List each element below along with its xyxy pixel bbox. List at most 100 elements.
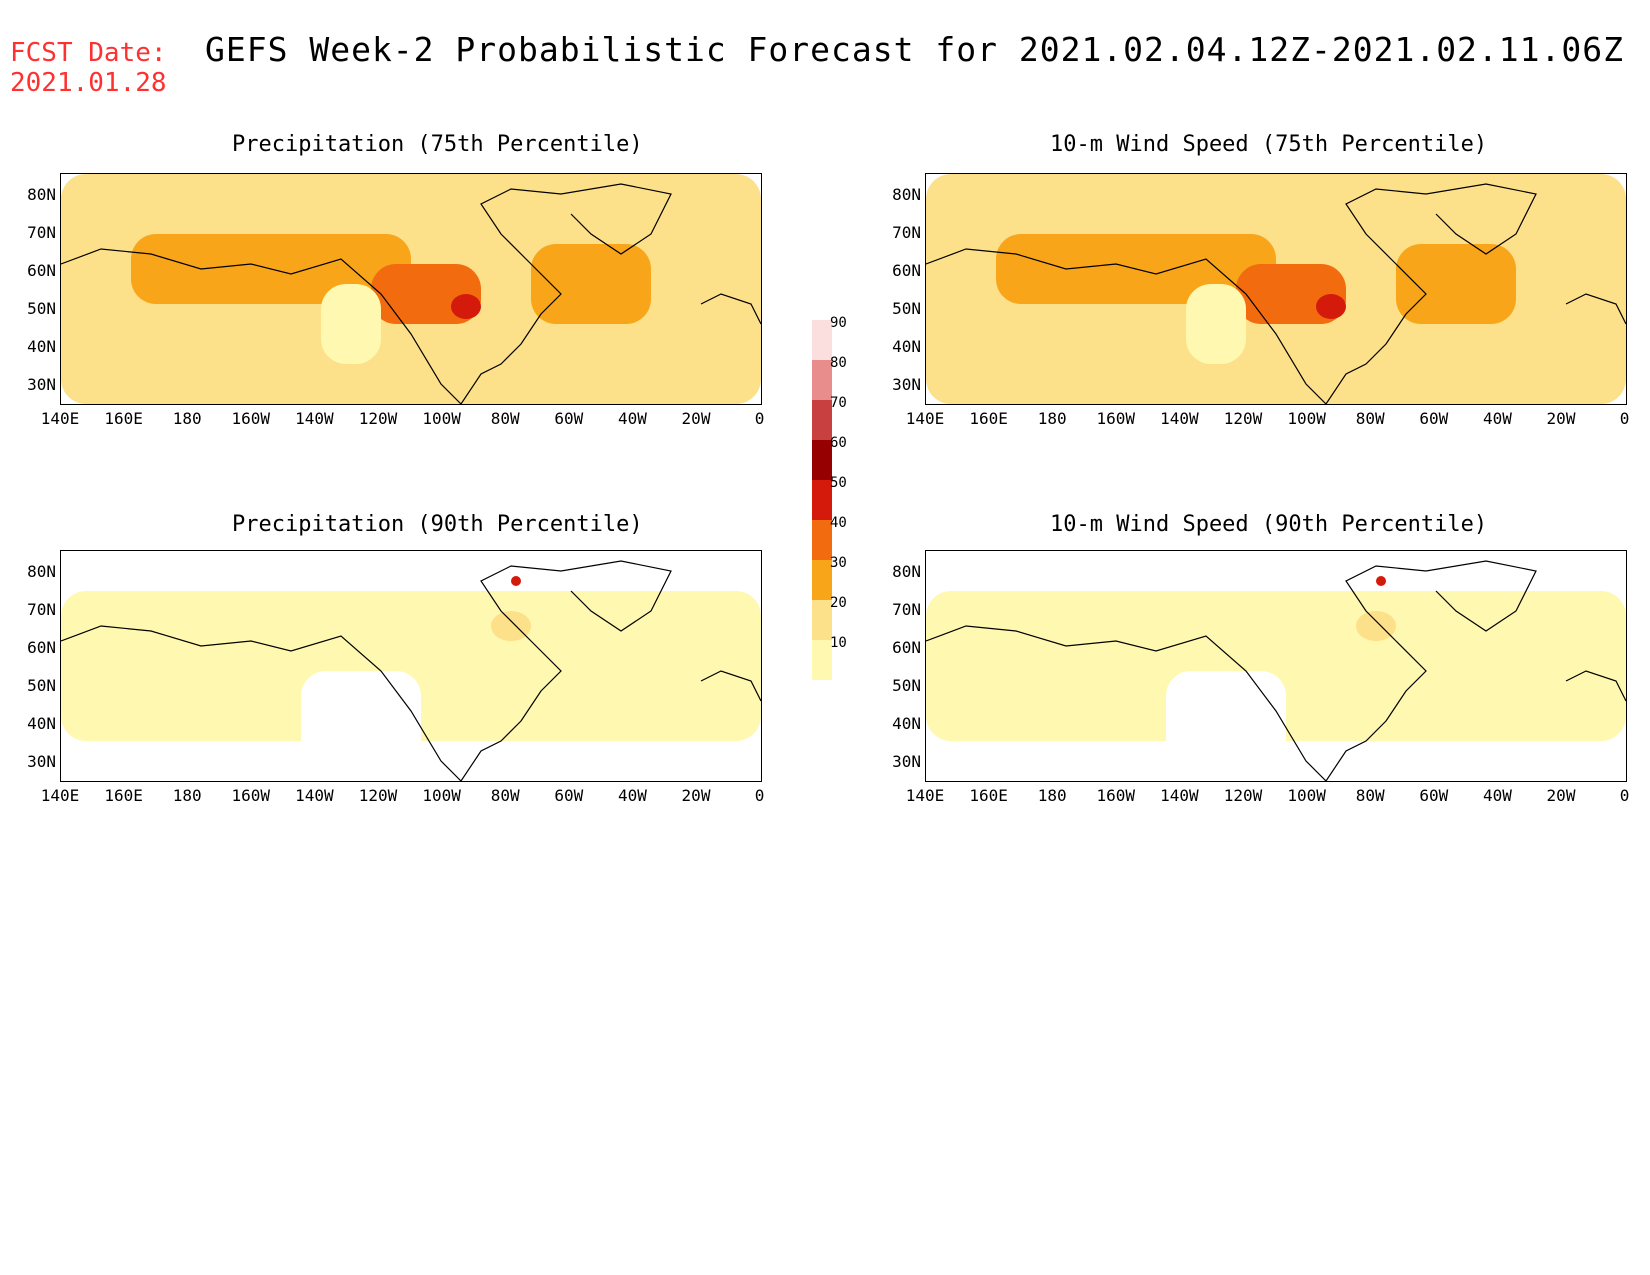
coastline [61,183,761,404]
lon-label: 180 [1037,409,1067,428]
lon-label: 20W [681,409,711,428]
probability-region [1316,294,1346,319]
lon-label: 60W [554,409,584,428]
lon-label: 160W [1096,786,1136,805]
colorbar-segment [812,400,832,440]
lon-label: 160W [231,786,271,805]
lon-label: 60W [1419,786,1449,805]
lon-label: 160W [1096,409,1136,428]
colorbar-level-label: 50 [830,475,847,491]
lon-label: 160E [104,786,143,805]
lon-label: 160E [104,409,143,428]
colorbar-level-label: 20 [830,595,847,611]
lon-label: 40W [617,409,647,428]
lon-label: 100W [1287,786,1326,805]
probability-region [301,671,421,781]
lat-label: 50N [892,299,921,318]
lon-label: 140E [905,786,945,805]
lat-label: 60N [892,261,921,280]
page-title: GEFS Week-2 Probabilistic Forecast for 2… [205,30,1625,69]
lon-label: 140E [40,409,80,428]
lat-label: 60N [27,261,56,280]
lon-label: 140W [1160,409,1199,428]
lon-label: 180 [1037,786,1067,805]
lon-label: 120W [1223,786,1263,805]
probability-region [1396,244,1516,324]
coastline [61,560,761,781]
map-precip-75 [61,174,761,404]
lat-label: 30N [27,375,56,394]
panel-title-wind-90: 10-m Wind Speed (90th Percentile) [1050,512,1488,537]
lon-label: 0 [1619,786,1630,805]
colorbar-level-label: 60 [830,435,847,451]
lon-label: 60W [554,786,584,805]
colorbar-level-label: 10 [830,635,847,651]
map-panel-wind-90 [925,550,1627,782]
lon-label: 100W [422,786,461,805]
probability-region [491,611,531,641]
lon-label: 40W [617,786,647,805]
lon-label: 0 [1619,409,1630,428]
colorbar-segment [812,360,832,400]
lat-label: 70N [892,600,921,619]
probability-region [1186,284,1246,364]
colorbar-level-label: 30 [830,555,847,571]
lon-label: 40W [1482,409,1512,428]
lon-label: 120W [1223,409,1263,428]
probability-region [511,576,521,586]
lon-label: 80W [490,409,520,428]
lon-label: 180 [172,786,202,805]
lon-label: 160W [231,409,271,428]
lat-label: 40N [27,337,56,356]
lat-label: 50N [892,676,921,695]
map-wind-90 [926,560,1626,781]
lon-label: 140W [295,409,334,428]
lat-label: 60N [27,638,56,657]
panel-title-wind-75: 10-m Wind Speed (75th Percentile) [1050,132,1488,157]
map-panel-precip-75 [60,173,762,405]
lon-label: 120W [358,786,398,805]
probability-region [1166,671,1286,781]
lon-label: 140W [295,786,334,805]
forecast-date-block: FCST Date: 2021.01.28 [10,38,167,98]
probability-region [321,284,381,364]
lon-label: 80W [1355,786,1385,805]
fcst-date-value: 2021.01.28 [10,68,167,98]
lat-label: 80N [27,562,56,581]
lat-label: 80N [892,185,921,204]
lat-label: 70N [892,223,921,242]
lat-label: 50N [27,299,56,318]
lat-label: 80N [27,185,56,204]
lon-label: 20W [681,786,711,805]
colorbar-segment [812,440,832,480]
map-panel-wind-75 [925,173,1627,405]
lon-label: 20W [1546,786,1576,805]
colorbar-segment [812,520,832,560]
probability-region [531,244,651,324]
probability-region [926,591,1626,741]
lon-label: 0 [754,786,765,805]
lat-label: 80N [892,562,921,581]
lon-label: 100W [422,409,461,428]
probability-region [451,294,481,319]
lat-label: 30N [892,752,921,771]
probability-region [61,591,761,741]
colorbar-level-label: 90 [830,315,847,331]
colorbar-level-label: 40 [830,515,847,531]
colorbar-segment [812,640,832,680]
map-precip-90 [61,560,761,781]
lat-label: 40N [892,337,921,356]
map-panel-precip-90 [60,550,762,782]
probability-region [1356,611,1396,641]
lat-label: 50N [27,676,56,695]
lon-label: 100W [1287,409,1326,428]
colorbar [812,320,832,680]
lon-label: 180 [172,409,202,428]
lon-label: 140E [905,409,945,428]
lon-label: 160E [969,786,1008,805]
lon-label: 40W [1482,786,1512,805]
colorbar-level-label: 70 [830,395,847,411]
coastline [926,183,1626,404]
lon-label: 20W [1546,409,1576,428]
lon-label: 140W [1160,786,1199,805]
